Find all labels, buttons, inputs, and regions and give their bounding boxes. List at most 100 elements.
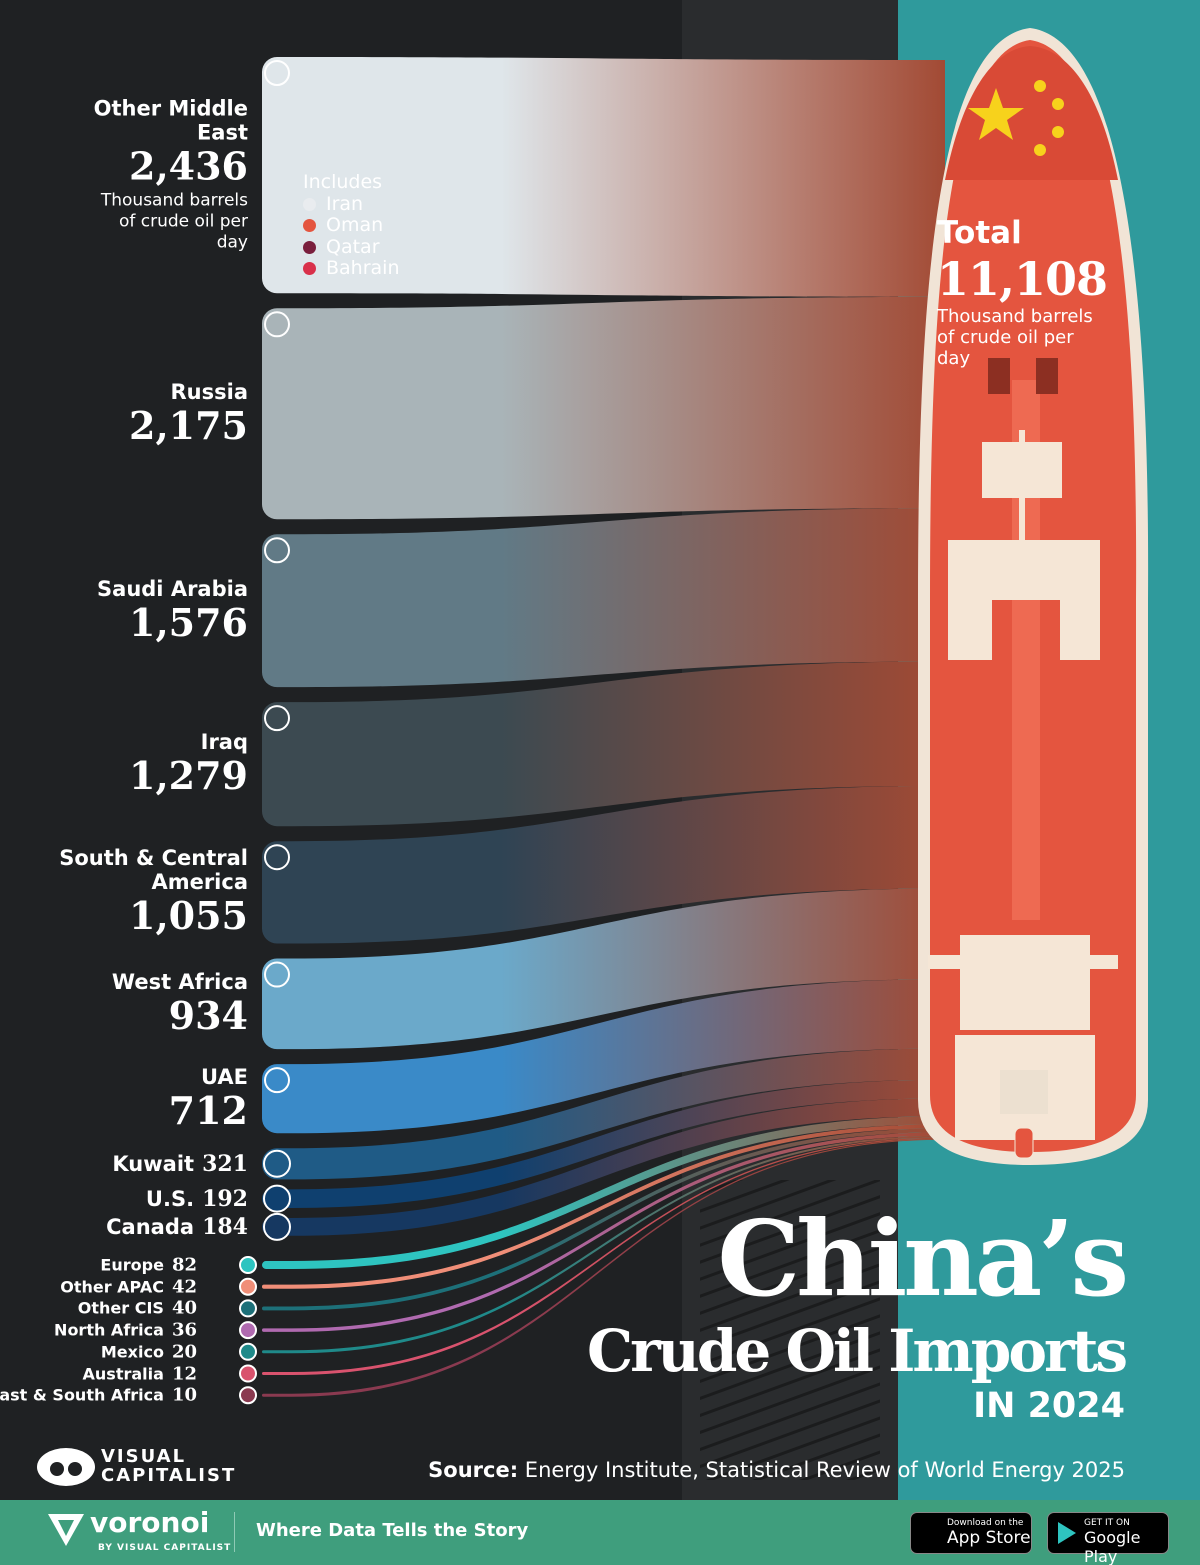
google-play-button[interactable]: GET IT ON Google Play — [1047, 1512, 1169, 1565]
flag-icon — [263, 1212, 291, 1241]
category-value: 1,055 — [129, 893, 248, 939]
category-name: Other Middle East — [93, 96, 248, 145]
category-name: U.S. — [145, 1186, 195, 1211]
category-value: 2,175 — [129, 402, 248, 448]
includes-item: Qatar — [303, 235, 400, 259]
category-value: 2,436 — [129, 143, 248, 189]
category-label: West Africa 934 — [112, 970, 248, 1038]
flow-band — [262, 1124, 945, 1289]
divider — [234, 1512, 235, 1552]
flow-band — [262, 1116, 945, 1269]
category-name: Europe — [100, 1255, 164, 1275]
flag-icon — [303, 262, 316, 276]
google-play-text: Google Play — [1084, 1528, 1141, 1565]
category-name: Canada — [106, 1214, 195, 1239]
category-value: 10 — [171, 1384, 197, 1406]
app-store-text: App Store — [947, 1528, 1031, 1548]
flag-icon — [263, 1184, 291, 1213]
category-value: 321 — [202, 1150, 248, 1177]
category-value: 192 — [202, 1185, 248, 1212]
unit-label: Thousand barrels of crude oil per day — [100, 190, 248, 253]
includes-list: Iran Oman Qatar Bahrain — [303, 192, 400, 280]
category-value: 184 — [202, 1213, 248, 1240]
flow-band — [262, 661, 945, 827]
bands — [239, 57, 945, 1405]
category-value: 20 — [171, 1341, 197, 1363]
category-row: Europe 82 — [100, 1255, 197, 1276]
includes-title: Includes — [303, 171, 383, 193]
source-text: Energy Institute, Statistical Review of … — [524, 1458, 1125, 1482]
category-value: 40 — [171, 1297, 197, 1319]
category-row: Other CIS 40 — [78, 1298, 197, 1319]
total-value: 11,108 — [937, 252, 1108, 306]
category-name: Kuwait — [112, 1151, 195, 1176]
includes-name: Qatar — [326, 235, 380, 258]
brand-line2: CAPITALIST — [101, 1465, 237, 1486]
flag-icon — [264, 311, 290, 338]
brand-icon — [37, 1448, 95, 1486]
flag-icon — [264, 537, 290, 564]
source: Source: Energy Institute, Statistical Re… — [428, 1458, 1125, 1482]
flow-band — [262, 1048, 945, 1180]
brand-logo: VISUAL CAPITALIST — [35, 1443, 234, 1491]
includes-box: Includes Iran Oman Qatar Bahrain — [303, 171, 400, 280]
flag-icon — [239, 1256, 257, 1274]
category-value: 712 — [168, 1087, 248, 1133]
category-name: East & South Africa — [0, 1385, 164, 1405]
includes-name: Oman — [326, 214, 384, 236]
source-label: Source: — [428, 1458, 519, 1482]
category-row: North Africa 36 — [54, 1320, 197, 1341]
category-name: West Africa — [111, 969, 248, 994]
category-row: Mexico 20 — [101, 1341, 197, 1362]
flow-band — [262, 1135, 945, 1354]
category-name: South & Central America — [59, 846, 248, 895]
category-row: Other APAC 42 — [60, 1276, 197, 1297]
category-value: 36 — [171, 1319, 197, 1341]
title-block: China’s Crude Oil Imports IN 2024 — [586, 1200, 1129, 1428]
category-name: Iraq — [200, 730, 248, 755]
category-name: Mexico — [100, 1342, 164, 1362]
flow-band — [262, 1137, 945, 1375]
flow-band — [262, 1098, 945, 1236]
tagline: Where Data Tells the Story — [256, 1520, 529, 1541]
includes-item: Bahrain — [303, 257, 400, 280]
flag-icon — [264, 705, 290, 732]
total-unit: Thousand barrels of crude oil per day — [937, 306, 1093, 369]
flag-icon — [239, 1364, 257, 1383]
flow-band — [262, 57, 945, 297]
category-row: Canada 184 — [106, 1214, 248, 1240]
category-name: Other CIS — [77, 1298, 164, 1318]
category-value: 1,279 — [129, 753, 248, 799]
subtitle: Crude Oil Imports — [586, 1317, 1128, 1385]
flag-icon — [303, 219, 316, 233]
app-store-button[interactable]: Download on the App Store — [910, 1512, 1032, 1554]
flow-band — [262, 888, 945, 1050]
category-label: Saudi Arabia 1,576 — [97, 577, 248, 645]
flag-icon — [303, 240, 316, 254]
flow-band — [262, 1132, 945, 1332]
flag-icon — [264, 961, 290, 988]
google-play-small: GET IT ON — [1084, 1518, 1130, 1528]
category-name: UAE — [200, 1064, 248, 1089]
category-value: 934 — [168, 992, 248, 1038]
category-label: South & Central America 1,055 — [58, 846, 248, 938]
flag-icon — [239, 1277, 257, 1296]
category-value: 12 — [171, 1363, 197, 1384]
footer: voronoi BY VISUAL CAPITALIST Where Data … — [0, 1500, 1200, 1565]
category-label: Russia 2,175 — [129, 380, 248, 448]
flow-band — [262, 508, 945, 688]
total-title: Total — [937, 215, 1022, 251]
flag-icon — [239, 1299, 257, 1318]
category-row: Australia 12 — [83, 1363, 197, 1384]
category-name: Australia — [82, 1364, 164, 1383]
flag-icon — [264, 60, 290, 86]
includes-name: Bahrain — [326, 257, 400, 279]
category-name: Saudi Arabia — [97, 576, 248, 601]
includes-name: Iran — [326, 192, 364, 215]
category-row: Kuwait 321 — [112, 1151, 248, 1177]
category-value: 82 — [171, 1254, 197, 1276]
total-box: Total 11,108 Thousand barrels of crude o… — [937, 214, 1127, 369]
flow-band — [262, 785, 945, 944]
voronoi-icon — [48, 1514, 84, 1546]
app-store-small: Download on the — [947, 1518, 1024, 1528]
